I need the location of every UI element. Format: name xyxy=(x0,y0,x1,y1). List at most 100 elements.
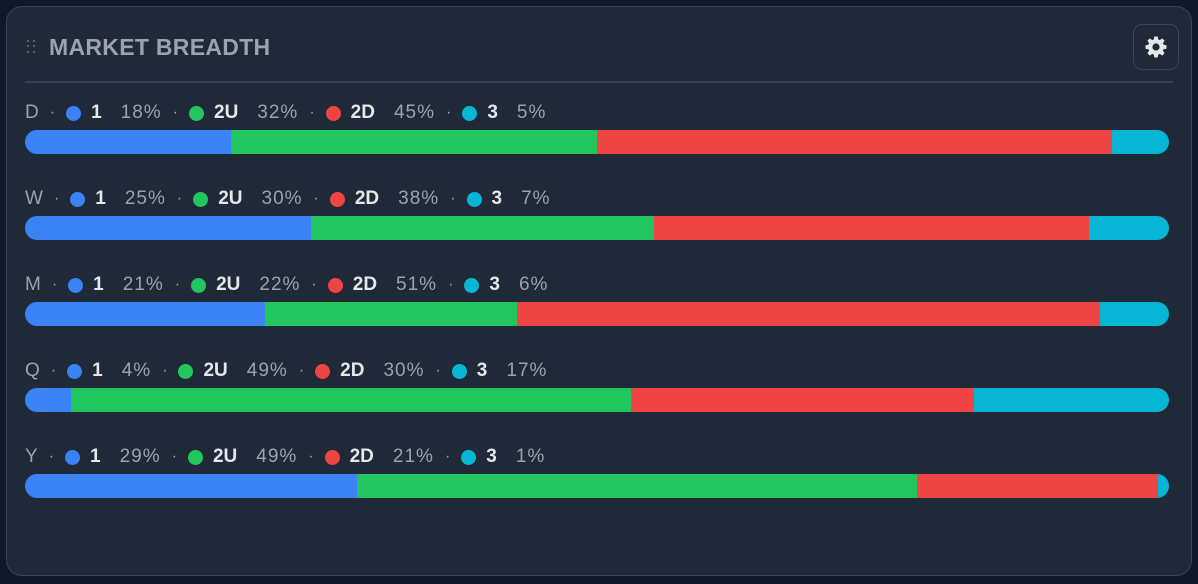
period-label: Y xyxy=(25,446,38,467)
bar-segment-2u[interactable] xyxy=(70,388,632,412)
legend-dot-icon xyxy=(189,105,204,121)
bar-segment-3[interactable] xyxy=(974,388,1169,412)
bar-segment-2d[interactable] xyxy=(631,388,975,412)
segment-key: 1 xyxy=(92,360,103,381)
bar-segment-2d[interactable] xyxy=(654,216,1089,240)
legend-dot-icon xyxy=(65,449,81,465)
period-label: D xyxy=(25,102,39,123)
legend-dot-icon xyxy=(324,449,340,465)
bar-segment-1[interactable] xyxy=(25,302,266,326)
gear-icon xyxy=(1145,36,1167,58)
segment-key: 3 xyxy=(491,188,503,209)
settings-button[interactable] xyxy=(1133,24,1179,70)
separator: · xyxy=(50,362,57,379)
segment-percent: 21% xyxy=(122,274,164,295)
separator: · xyxy=(308,448,314,465)
separator: · xyxy=(53,190,60,207)
segment-key: 1 xyxy=(90,446,101,467)
separator: · xyxy=(313,190,319,207)
segment-percent: 18% xyxy=(120,102,162,123)
drag-handle-icon[interactable] xyxy=(27,40,37,54)
segment-key: 1 xyxy=(95,188,106,209)
separator: · xyxy=(51,276,58,293)
legend-dot-icon xyxy=(66,105,82,121)
row-legend: M · 1 21% · 2U 22% · 2D 51% · 3 6% xyxy=(25,272,548,298)
segment-key: 1 xyxy=(91,102,102,123)
separator: · xyxy=(444,448,451,465)
legend-dot-icon xyxy=(191,277,207,293)
bar-segment-3[interactable] xyxy=(1100,302,1169,326)
legend-dot-icon xyxy=(451,363,467,379)
segment-percent: 5% xyxy=(516,102,547,123)
separator: · xyxy=(49,104,56,121)
separator: · xyxy=(309,104,315,121)
market-breadth-panel: MARKET BREADTH D · 1 18% · 2U 32% · 2D 45% · 3 5% W · 1… xyxy=(6,6,1192,576)
segment-percent: 25% xyxy=(124,188,166,209)
segment-percent: 38% xyxy=(398,188,440,209)
bar-segment-2u[interactable] xyxy=(356,474,918,498)
panel-title: MARKET BREADTH xyxy=(49,34,271,60)
segment-key: 2D xyxy=(349,446,374,467)
stacked-bar xyxy=(25,130,1169,154)
stacked-bar xyxy=(25,474,1169,498)
legend-dot-icon xyxy=(70,191,86,207)
segment-key: 2D xyxy=(352,274,378,295)
bar-segment-2d[interactable] xyxy=(917,474,1158,498)
bar-segment-1[interactable] xyxy=(25,216,311,240)
segment-percent: 30% xyxy=(261,188,303,209)
separator: · xyxy=(450,190,456,207)
bar-segment-3[interactable] xyxy=(1157,474,1169,498)
stacked-bar xyxy=(25,216,1169,240)
segment-key: 2U xyxy=(218,188,243,209)
legend-dot-icon xyxy=(461,449,477,465)
bar-segment-2d[interactable] xyxy=(516,302,1101,326)
legend-dot-icon xyxy=(462,105,478,121)
segment-key: 1 xyxy=(93,274,104,295)
bar-segment-1[interactable] xyxy=(25,474,357,498)
bar-segment-2u[interactable] xyxy=(230,130,597,154)
stacked-bar xyxy=(25,302,1169,326)
segment-key: 3 xyxy=(489,274,500,295)
row-legend: W · 1 25% · 2U 30% · 2D 38% · 3 7% xyxy=(25,186,551,212)
segment-percent: 51% xyxy=(396,274,438,295)
segment-percent: 45% xyxy=(393,102,435,123)
period-label: Q xyxy=(25,360,40,381)
segment-percent: 49% xyxy=(246,360,288,381)
row-legend: Q · 1 4% · 2U 49% · 2D 30% · 3 17% xyxy=(25,358,547,384)
segment-key: 3 xyxy=(487,102,498,123)
bar-segment-2u[interactable] xyxy=(265,302,517,326)
legend-dot-icon xyxy=(315,363,331,379)
legend-dot-icon xyxy=(466,191,482,207)
row-legend: D · 1 18% · 2U 32% · 2D 45% · 3 5% xyxy=(25,100,546,126)
segment-percent: 21% xyxy=(392,446,434,467)
segment-key: 3 xyxy=(476,360,488,381)
segment-key: 2U xyxy=(203,360,228,381)
segment-key: 2D xyxy=(340,360,365,381)
segment-key: 2D xyxy=(354,188,380,209)
segment-percent: 32% xyxy=(257,102,299,123)
bar-segment-2u[interactable] xyxy=(311,216,655,240)
bar-segment-3[interactable] xyxy=(1111,130,1169,154)
segment-percent: 1% xyxy=(515,446,546,467)
legend-dot-icon xyxy=(178,363,194,379)
legend-dot-icon xyxy=(464,277,480,293)
separator: · xyxy=(171,448,177,465)
segment-percent: 4% xyxy=(121,360,152,381)
separator: · xyxy=(445,104,452,121)
legend-dot-icon xyxy=(187,449,203,465)
bar-segment-1[interactable] xyxy=(25,130,231,154)
segment-key: 2U xyxy=(212,446,238,467)
segment-key: 2D xyxy=(350,102,375,123)
separator: · xyxy=(48,448,55,465)
segment-percent: 6% xyxy=(518,274,549,295)
legend-dot-icon xyxy=(329,191,345,207)
legend-dot-icon xyxy=(68,277,84,293)
separator: · xyxy=(162,362,168,379)
period-label: W xyxy=(25,188,43,209)
segment-percent: 29% xyxy=(119,446,161,467)
bar-segment-1[interactable] xyxy=(25,388,71,412)
separator: · xyxy=(176,190,183,207)
bar-segment-3[interactable] xyxy=(1088,216,1169,240)
bar-segment-2d[interactable] xyxy=(596,130,1112,154)
segment-percent: 7% xyxy=(521,188,551,209)
